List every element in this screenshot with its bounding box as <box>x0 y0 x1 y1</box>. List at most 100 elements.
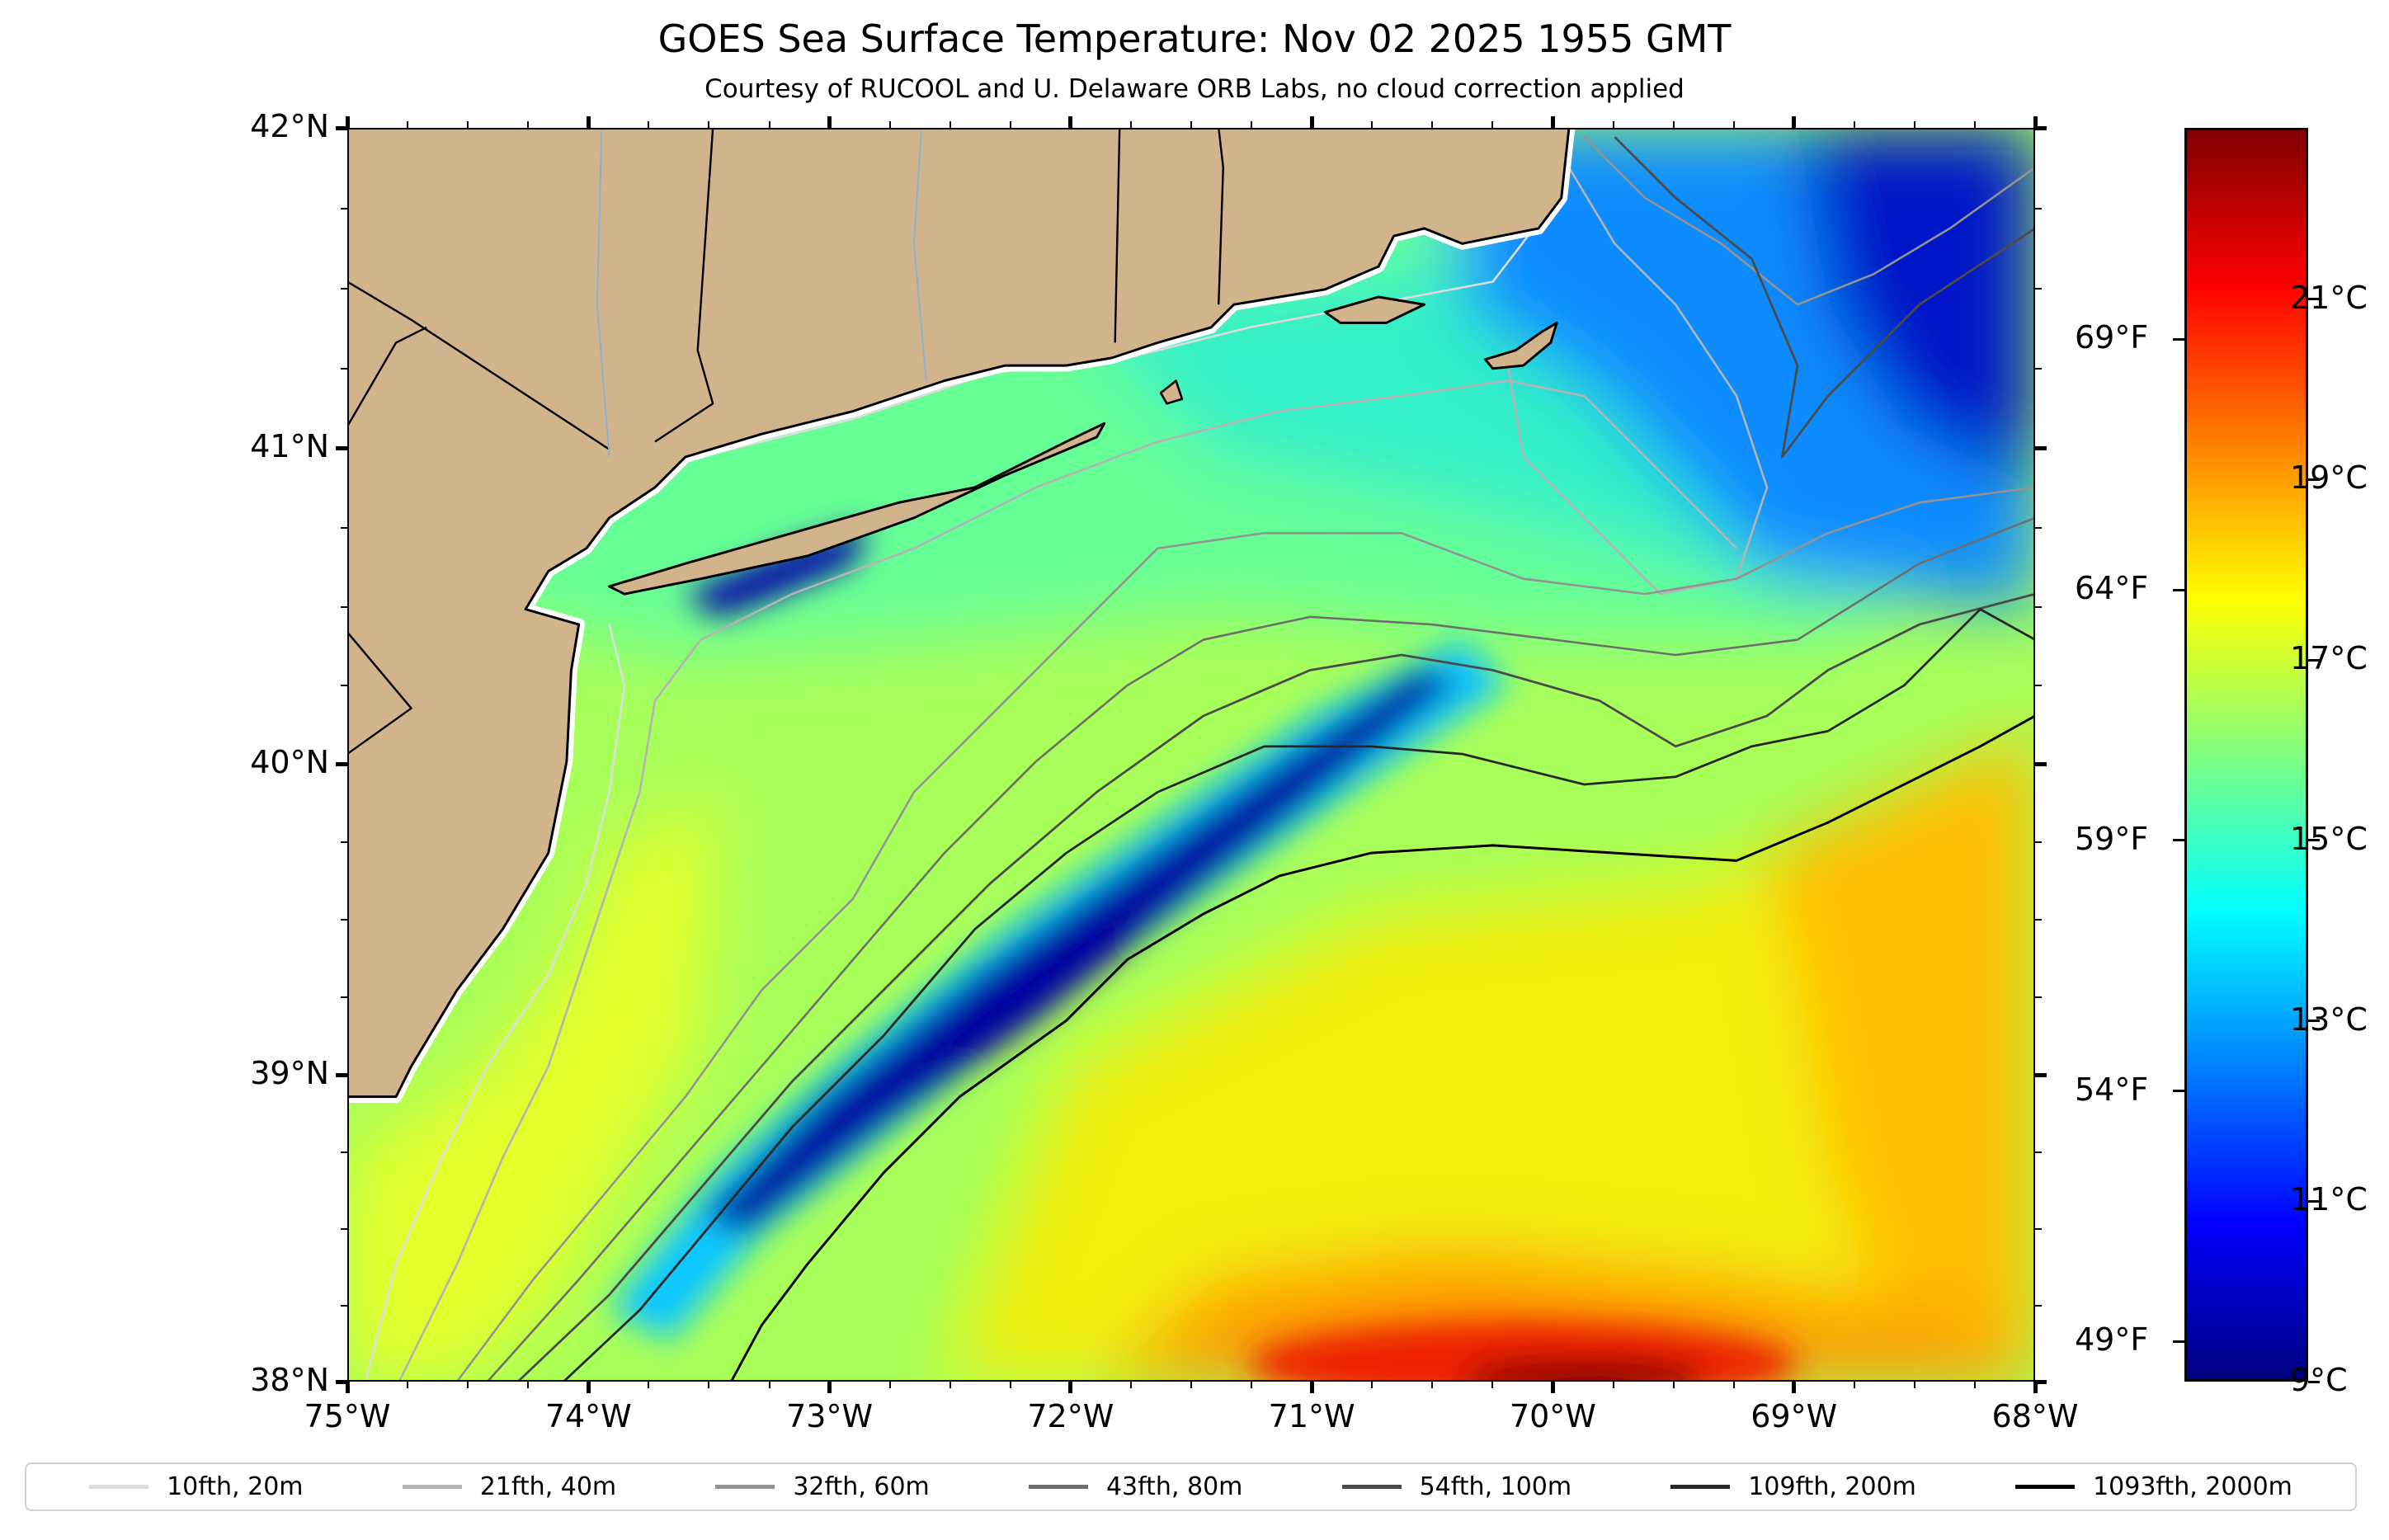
fahrenheit-tick <box>2173 839 2184 842</box>
celsius-tick <box>2308 478 2320 481</box>
celsius-label: 13°C <box>2290 1001 2368 1038</box>
contour-60m-ne <box>1583 136 2035 306</box>
legend-line-swatch <box>2015 1485 2076 1489</box>
sst-map <box>347 128 2035 1382</box>
fahrenheit-tick <box>2173 1340 2184 1343</box>
celsius-label: 19°C <box>2290 459 2368 497</box>
legend-label: 21fth, 40m <box>479 1472 617 1501</box>
lat-label: 40°N <box>250 744 329 781</box>
lon-minor-tick <box>1431 121 1434 128</box>
lon-major-tick <box>1550 1382 1555 1393</box>
state-border-ri-ma <box>1218 128 1224 305</box>
lon-major-tick <box>1068 1382 1073 1393</box>
lon-major-tick <box>2033 116 2038 128</box>
celsius-label: 17°C <box>2290 640 2368 677</box>
sst-patch-darkred-core <box>1462 1357 1707 1382</box>
lon-minor-tick <box>1913 1382 1915 1388</box>
lat-minor-tick <box>341 996 347 999</box>
lat-minor-tick <box>341 1304 347 1307</box>
lat-major-tick <box>2035 445 2047 450</box>
fahrenheit-tick <box>2173 1090 2184 1093</box>
contour-20m-north <box>700 181 1570 459</box>
state-border-de-nj <box>347 631 412 756</box>
lat-minor-tick <box>2035 1304 2042 1307</box>
lat-minor-tick <box>341 685 347 686</box>
lon-label: 73°W <box>786 1398 874 1434</box>
lon-minor-tick <box>1973 121 1976 128</box>
lon-minor-tick <box>1009 121 1011 128</box>
lon-label: 69°W <box>1751 1398 1838 1434</box>
lat-minor-tick <box>341 1227 347 1230</box>
lon-minor-tick <box>467 1382 469 1388</box>
lon-minor-tick <box>1251 1382 1253 1388</box>
lat-minor-tick <box>341 526 347 529</box>
lat-major-tick <box>336 1379 347 1384</box>
lon-minor-tick <box>1129 121 1132 128</box>
lat-minor-tick <box>2035 287 2042 290</box>
contour-80m <box>486 516 2035 1382</box>
lon-major-tick <box>345 116 350 128</box>
lon-major-tick <box>345 1382 350 1393</box>
lat-minor-tick <box>2035 919 2042 921</box>
contour-60m <box>455 486 2035 1382</box>
lon-minor-tick <box>527 121 530 128</box>
lon-major-tick <box>2033 1382 2038 1393</box>
fahrenheit-tick <box>2173 337 2184 341</box>
lat-minor-tick <box>2035 996 2042 999</box>
lon-minor-tick <box>1190 1382 1192 1388</box>
fahrenheit-label: 69°F <box>2075 319 2149 356</box>
state-border-nj-ny <box>347 280 610 450</box>
fahrenheit-label: 54°F <box>2075 1071 2149 1108</box>
fahrenheit-tick <box>2173 588 2184 591</box>
land-long-island <box>608 421 1106 596</box>
lon-minor-tick <box>1251 121 1253 128</box>
depth-legend: 10fth, 20m 21fth, 40m 32fth, 60m 43fth, 80m… <box>25 1462 2357 1511</box>
contour-40m-georges <box>1506 167 1769 596</box>
legend-item: 43fth, 80m <box>1028 1472 1242 1501</box>
celsius-tick <box>2308 839 2320 842</box>
lat-minor-tick <box>341 919 347 921</box>
contour-2000m <box>730 714 2035 1382</box>
legend-label: 10fth, 20m <box>167 1472 304 1501</box>
contour-20m <box>364 624 626 1382</box>
legend-item: 32fth, 60m <box>715 1472 930 1501</box>
lat-minor-tick <box>2035 1227 2042 1230</box>
lon-minor-tick <box>949 1382 951 1388</box>
land-block-island <box>1159 379 1184 405</box>
contour-100m <box>516 592 2035 1382</box>
lon-minor-tick <box>888 1382 891 1388</box>
contour-200m <box>563 608 2035 1382</box>
legend-item: 54fth, 100m <box>1341 1472 1572 1501</box>
land-cape-cod <box>1483 321 1558 370</box>
lon-minor-tick <box>1431 1382 1434 1388</box>
legend-item: 1093fth, 2000m <box>2015 1472 2292 1501</box>
lon-minor-tick <box>708 1382 710 1388</box>
lon-label: 71°W <box>1268 1398 1355 1434</box>
land-marthas-vineyard <box>1324 295 1426 324</box>
lon-major-tick <box>827 116 832 128</box>
state-border-ny-ct <box>654 128 714 443</box>
lon-minor-tick <box>1491 1382 1494 1388</box>
legend-line-swatch <box>89 1485 149 1489</box>
lon-minor-tick <box>1732 121 1735 128</box>
lon-major-tick <box>1068 116 1073 128</box>
lat-minor-tick <box>341 605 347 608</box>
celsius-tick <box>2308 1020 2320 1023</box>
lon-minor-tick <box>708 121 710 128</box>
legend-label: 54fth, 100m <box>1419 1472 1572 1501</box>
lon-minor-tick <box>1190 121 1192 128</box>
legend-label: 109fth, 200m <box>1748 1472 1916 1501</box>
lon-label: 70°W <box>1509 1398 1596 1434</box>
celsius-label: 9°C <box>2290 1362 2348 1398</box>
lon-label: 74°W <box>544 1398 632 1434</box>
legend-item: 21fth, 40m <box>402 1472 617 1501</box>
chart-subtitle: Courtesy of RUCOOL and U. Delaware ORB L… <box>704 74 1685 104</box>
lat-label: 41°N <box>250 428 329 465</box>
legend-label: 1093fth, 2000m <box>2093 1472 2292 1501</box>
contour-100m-ne <box>1614 136 2035 459</box>
sst-patch-se-yellow <box>944 792 2035 1382</box>
lon-minor-tick <box>1672 121 1675 128</box>
contour-40m <box>398 379 1737 1382</box>
lon-minor-tick <box>1853 1382 1855 1388</box>
lon-minor-tick <box>768 121 770 128</box>
